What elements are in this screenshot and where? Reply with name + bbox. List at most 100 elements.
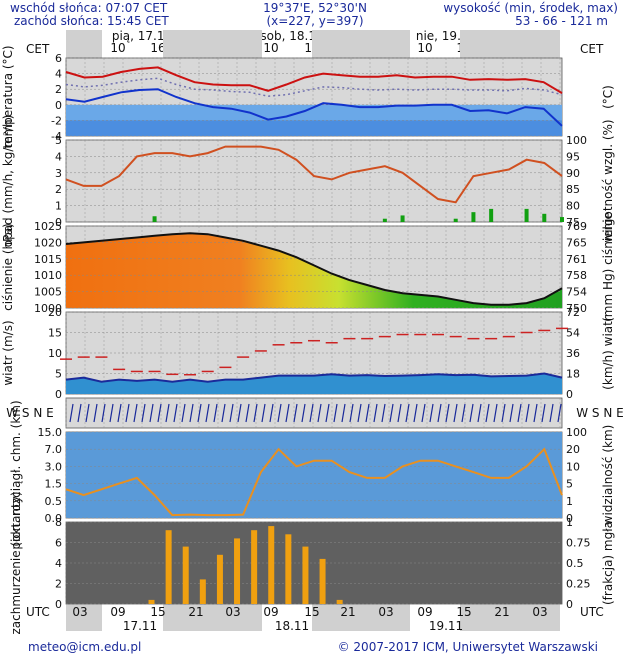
sunrise-text: wschód słońca: 07:07 CET [10,1,168,15]
y2-tick: 95 [566,150,580,163]
y2-tick: 5 [566,478,573,491]
y2-tick: 0.25 [566,578,591,591]
top-tz-left: CET [26,42,50,56]
y2-tick: 100 [566,426,587,439]
wind-direction-arrow [477,403,482,423]
top-day-label: sob, 18.11 [260,29,323,43]
night-band-top [460,30,560,58]
wind-direction-arrow [485,403,490,423]
y-tick: 4 [55,150,62,163]
altitude-title: wysokość (min, środek, max) [443,1,618,15]
wind-direction-arrow [349,403,354,423]
y-tick: 2 [55,578,62,591]
y-tick: 1015 [34,253,62,266]
altitude-values: 53 - 66 - 121 m [515,14,608,28]
bottom-hour-label: 15 [304,605,319,619]
wind-direction-arrow [517,403,522,423]
temp-min-line [65,88,563,127]
wind-direction-arrow [197,403,202,423]
wind-direction-arrow [469,403,474,423]
wind-direction-arrow [541,403,546,423]
bottom-hour-label: 15 [150,605,165,619]
y2-tick: 0.75 [566,537,591,550]
night-bands [66,30,560,631]
bottom-hour-label: 21 [188,605,203,619]
fog-bar [251,530,258,604]
precip-bar [382,218,387,222]
panel-1: 5 4 3 2 1 0 100 95 90 85 80 75 opad (mm/h, kg/m²/h) w… [1,115,615,248]
y-tick: 5 [55,134,62,147]
temp-ylabel: temperatura (°C) [1,45,15,148]
fog-bar [285,534,292,604]
y-tick: 20 [48,306,62,319]
footer-email[interactable]: meteo@icm.edu.pl [28,640,141,654]
sunset-text: zachód słońca: 15:45 CET [14,14,169,28]
pressure-y2label: (mm Hg) ciśnienie [601,212,615,322]
wind-direction-arrow [125,403,130,423]
fog-bar [199,579,206,604]
wind-direction-arrow [269,403,274,423]
bottom-hour-label: 09 [263,605,278,619]
top-hour-label: 16 [150,41,165,55]
wind-direction-arrow [277,403,282,423]
wind-direction-arrow [69,403,74,423]
wind-direction-arrow [285,403,290,423]
y-tick: 2 [55,183,62,196]
y-tick: 8 [55,516,62,529]
y-tick: 6 [55,52,62,65]
wind-mean-line [65,372,563,383]
y-tick: 1025 [34,220,62,233]
y2-tick: 80 [566,200,580,213]
night-band-bottom [460,603,560,631]
y-tick: 0 [55,598,62,611]
bottom-hour-label: 09 [110,605,125,619]
wind-direction-arrow [325,403,330,423]
cloud-ylabel: zachmurzenie (oktanty) [9,491,23,634]
precip-bar [152,216,157,222]
y2-tick: 85 [566,183,580,196]
wind-direction-arrow [245,403,250,423]
wind-direction-arrow [165,403,170,423]
y-tick: 15.0 [38,426,63,439]
precip-bar [489,208,494,222]
fog-bar [336,599,343,604]
panel-0: 6 4 2 0 -2 -4 temperatura (°C) (°C) [1,45,615,148]
y-tick: 0.5 [45,495,63,508]
wind-direction-arrow [309,403,314,423]
precip-ylabel: opad (mm/h, kg/m²/h) [1,115,15,248]
bottom-hour-label: 03 [72,605,87,619]
y-tick: 0 [55,388,62,401]
precip-bar [400,215,405,222]
humidity-line [65,145,563,204]
bottom-hour-label: 15 [456,605,471,619]
y-tick: 0 [55,99,62,112]
y-tick: 7.0 [45,443,63,456]
precip-bar [471,212,476,222]
precip-bar [560,217,564,222]
y2-tick: 72 [566,306,580,319]
wind-direction-arrow [501,403,506,423]
top-hour-label: 10 [417,41,432,55]
bottom-hour-label: 09 [417,605,432,619]
wind-direction-arrow [93,403,98,423]
visibility-line [65,447,563,517]
y2-tick: 765 [566,236,587,249]
precip-bar [453,218,458,222]
panel-2: 1025 1020 1015 1010 1005 1000 769 765 761 758 754 7… [1,212,615,322]
fog-bar [234,538,241,604]
wind-direction-arrow [261,403,266,423]
wind-direction-arrow [549,403,554,423]
bottom-hours: 03 09 15 21 03 09 15 21 03 09 15 21 03 [72,605,547,619]
wind-direction-arrow [405,403,410,423]
night-band-bottom [312,603,410,631]
y2-tick: 20 [566,443,580,456]
bottom-hour-label: 03 [378,605,393,619]
bottom-hour-label: 21 [340,605,355,619]
y2-tick: 36 [566,347,580,360]
fog-bar [165,530,172,604]
wind-direction-arrow [301,403,306,423]
temp-max-line [65,66,563,94]
night-band-top [163,30,262,58]
coordinates-text: 19°37'E, 52°30'N [263,1,367,15]
